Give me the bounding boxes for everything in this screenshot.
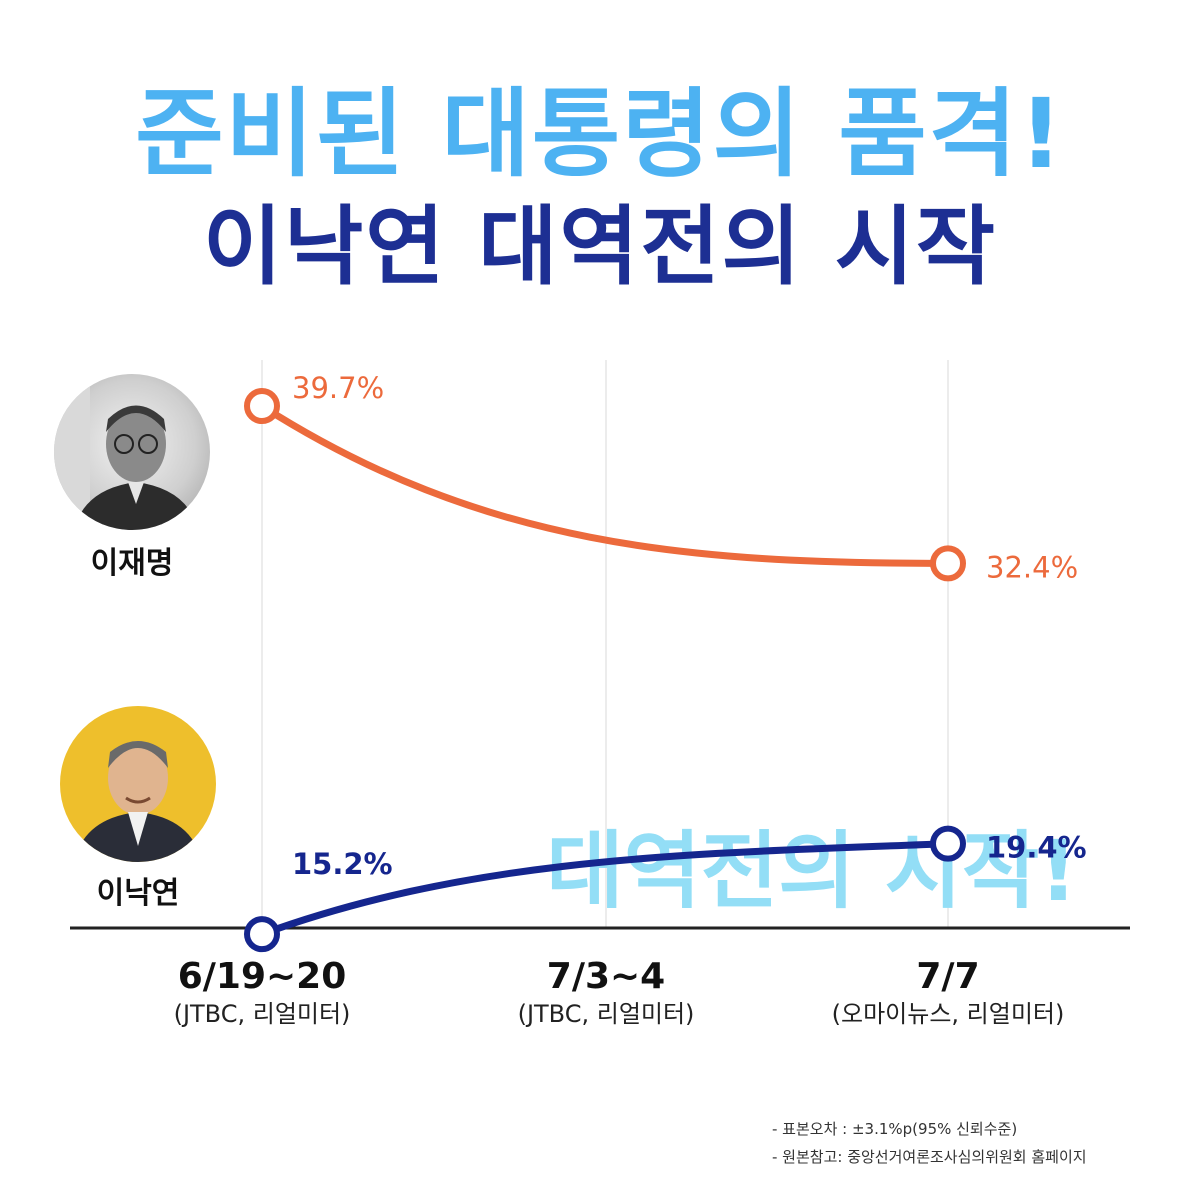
- x-tick-source-0: (JTBC, 리얼미터): [174, 1000, 351, 1028]
- footnote-source: - 원본참고: 중앙선거여론조사심의위원회 홈페이지: [772, 1148, 1087, 1166]
- x-tick-label-1: 7/3~4: [547, 956, 665, 997]
- footnote-margin-of-error: - 표본오차 : ±3.1%p(95% 신뢰수준): [772, 1120, 1018, 1138]
- series-line-0: [258, 402, 952, 567]
- x-tick-label-0: 6/19~20: [178, 956, 347, 997]
- data-point-1-1: [930, 825, 966, 862]
- data-point-1-0: [244, 916, 280, 953]
- watermark-text: 대역전의 시작!: [546, 822, 1077, 920]
- data-point-0-0: [244, 388, 280, 425]
- data-label-0-1: 32.4%: [986, 550, 1078, 584]
- portrait-icon: [74, 741, 202, 862]
- portrait-icon: [54, 374, 198, 530]
- candidate-name-lee-jae-myung: 이재명: [90, 546, 174, 581]
- headline-secondary: 이낙연 대역전의 시작: [203, 197, 997, 297]
- candidate-name-lee-nak-yon: 이낙연: [96, 876, 180, 911]
- headline-primary: 준비된 대통령의 품격!: [135, 78, 1065, 190]
- x-tick-source-2: (오마이뉴스, 리얼미터): [832, 1000, 1065, 1028]
- x-tick-source-1: (JTBC, 리얼미터): [518, 1000, 695, 1028]
- candidate-photo-lee-jae-myung: [54, 374, 210, 530]
- series-line-1: [258, 840, 952, 938]
- data-point-0-1: [930, 545, 966, 582]
- x-tick-label-2: 7/7: [916, 956, 979, 997]
- candidate-photo-lee-nak-yon: [60, 706, 216, 862]
- data-label-0-0: 39.7%: [292, 371, 384, 405]
- data-label-1-1: 19.4%: [986, 831, 1087, 865]
- data-label-1-0: 15.2%: [292, 847, 393, 881]
